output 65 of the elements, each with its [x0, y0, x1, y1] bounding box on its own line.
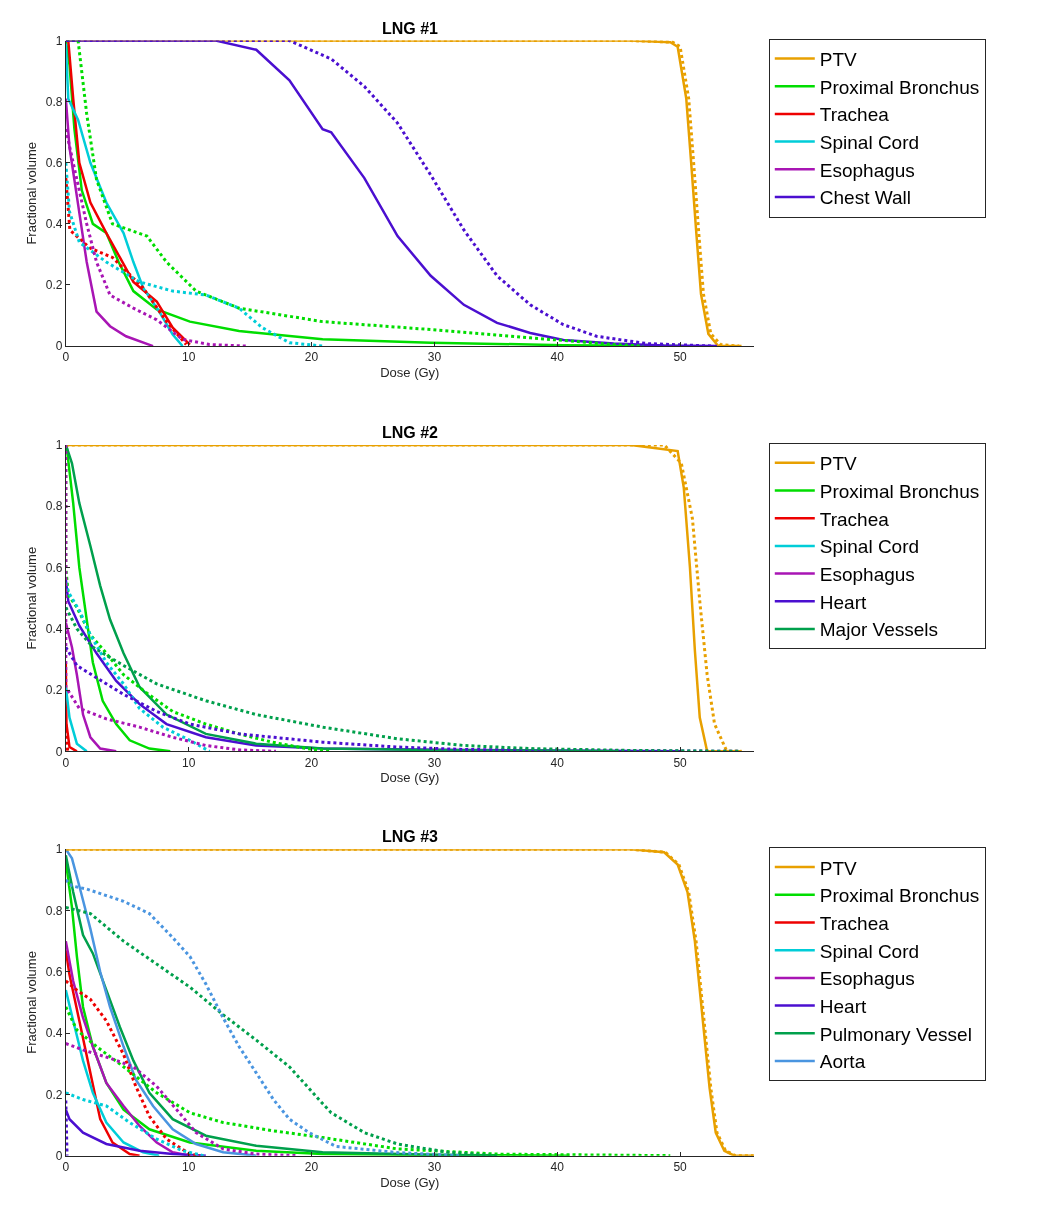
legend-label: Major Vessels [819, 619, 939, 641]
y-tick-label: 0 [55, 1148, 63, 1163]
y-tick-label: 0.4 [45, 621, 63, 636]
legend-label: Heart [819, 591, 867, 613]
x-axis-title: Dose (Gy) [380, 365, 440, 381]
line-series [65, 685, 88, 752]
x-tick-label: 10 [182, 1160, 196, 1175]
y-tick-label: 0.8 [45, 903, 63, 918]
y-tick-label: 0 [55, 339, 63, 354]
legend-label: Proximal Bronchus [819, 76, 980, 98]
y-tick-label: 1 [55, 33, 63, 48]
legend-label: Chest Wall [819, 187, 911, 209]
x-axis-title: Dose (Gy) [380, 770, 440, 786]
y-tick-label: 1 [55, 842, 63, 857]
legend-label: PTV [819, 857, 858, 879]
legend-label: PTV [819, 48, 858, 70]
x-axis-title: Dose (Gy) [380, 1174, 440, 1190]
x-tick-label: 50 [673, 350, 688, 365]
x-tick-label: 30 [427, 755, 442, 770]
x-tick-label: 40 [550, 1160, 565, 1175]
legend-label: Esophagus [819, 968, 915, 990]
legend-label: Trachea [819, 104, 890, 126]
legend-label: Spinal Cord [819, 131, 920, 153]
y-tick-label: 0.4 [45, 1026, 63, 1041]
y-tick-label: 0 [55, 744, 63, 759]
y-tick-label: 0.2 [45, 278, 63, 293]
legend-label: Proximal Bronchus [819, 480, 980, 502]
legend-label: Esophagus [819, 159, 915, 181]
y-axis-title: Fractional volume [23, 951, 39, 1054]
legend-label: Proximal Bronchus [819, 885, 980, 907]
y-axis-title: Fractional volume [23, 546, 39, 650]
x-tick-label: 20 [304, 1160, 319, 1175]
x-tick-label: 50 [673, 755, 688, 770]
legend-label: Pulmonary Vessel [819, 1023, 972, 1045]
y-tick-label: 0.6 [45, 964, 63, 979]
x-tick-label: 30 [427, 1160, 442, 1175]
x-tick-label: 40 [550, 755, 565, 770]
legend-label: Trachea [819, 508, 890, 530]
chart-title: LNG #3 [382, 828, 439, 845]
y-tick-label: 0.2 [45, 683, 63, 698]
chart-title: LNG #2 [382, 424, 439, 441]
y-tick-label: 0.8 [45, 499, 63, 514]
x-tick-label: 10 [182, 755, 196, 770]
y-tick-label: 0.2 [45, 1087, 63, 1102]
legend-label: Trachea [819, 912, 890, 934]
legend-label: Aorta [819, 1051, 866, 1073]
x-tick-label: 20 [304, 350, 319, 365]
y-tick-label: 0.4 [45, 217, 63, 232]
x-tick-label: 50 [673, 1160, 688, 1175]
y-tick-label: 1 [55, 438, 63, 453]
legend-label: Spinal Cord [819, 940, 920, 962]
legend-label: Heart [819, 995, 867, 1017]
chart-title: LNG #1 [382, 20, 439, 37]
x-tick-label: 40 [550, 350, 565, 365]
legend-label: PTV [819, 453, 858, 475]
line-series [65, 581, 212, 752]
legend-label: Spinal Cord [819, 536, 920, 558]
x-tick-label: 30 [427, 350, 442, 365]
y-tick-label: 0.6 [45, 155, 63, 170]
y-tick-label: 0.6 [45, 560, 63, 575]
y-axis-title: Fractional volume [23, 142, 39, 245]
x-tick-label: 10 [182, 350, 196, 365]
x-tick-label: 20 [304, 755, 319, 770]
y-tick-label: 0.8 [45, 94, 63, 109]
legend-label: Esophagus [819, 563, 915, 585]
